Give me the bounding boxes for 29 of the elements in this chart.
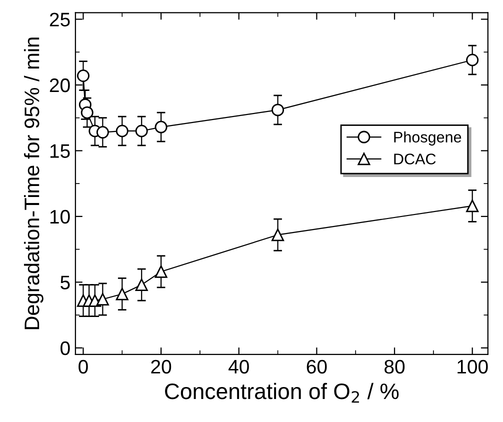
y-tick-label: 25 (50, 12, 70, 26)
x-tick-label: 40 (228, 360, 249, 374)
legend-label: DCAC (394, 154, 436, 164)
x-tick-label: 100 (458, 360, 488, 374)
y-tick-label: 5 (60, 276, 70, 290)
point (154, 120, 168, 134)
legend-label: Phosgene (394, 131, 462, 146)
point (135, 278, 148, 292)
point (76, 70, 90, 82)
point (96, 126, 109, 139)
point (96, 293, 109, 306)
y-axis-title: Degradation-Time for 95% / min (24, 38, 44, 330)
x-tick-label: 20 (151, 360, 172, 374)
point (135, 124, 148, 138)
x-tick-label: 0 (78, 360, 88, 374)
point (116, 288, 128, 300)
y-tick-label: 10 (50, 210, 70, 224)
point (466, 200, 479, 212)
y-tick-label: 15 (50, 144, 70, 158)
x-tick-label: 60 (306, 360, 327, 374)
x-tick-label: 80 (384, 360, 405, 374)
y-tick-label: 20 (50, 78, 70, 92)
point (272, 104, 284, 116)
point (154, 265, 168, 278)
point (466, 54, 479, 66)
point (272, 228, 284, 242)
x-axis-title: Concentration of O$_{2}$ / % (165, 382, 399, 403)
point (116, 124, 128, 138)
y-tick-label: 0 (60, 341, 70, 356)
